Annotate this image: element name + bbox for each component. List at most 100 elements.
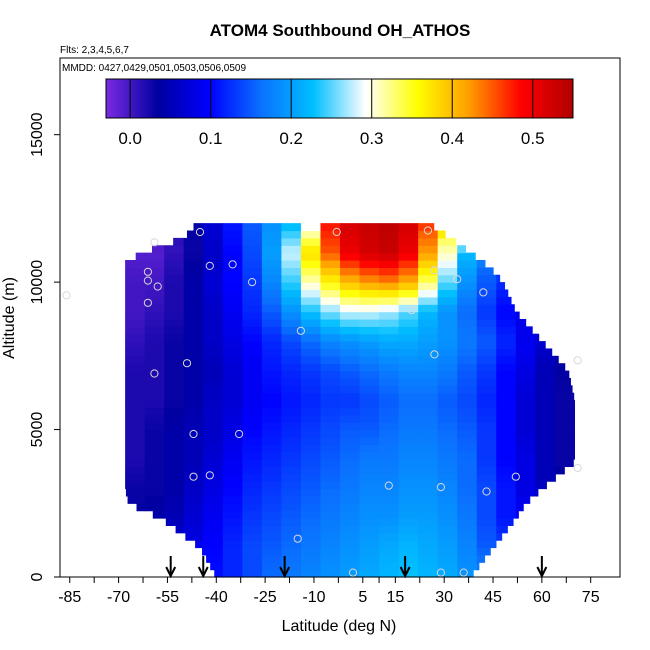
curtain-cell <box>379 414 400 423</box>
curtain-cell <box>164 318 185 327</box>
curtain-cell <box>281 230 302 239</box>
curtain-cell <box>437 385 458 394</box>
curtain-cell <box>144 311 165 320</box>
curtain-cell <box>359 525 380 534</box>
curtain-cell <box>457 525 478 534</box>
curtain-cell <box>222 296 243 305</box>
curtain-cell <box>203 341 224 350</box>
curtain-cell <box>437 274 458 283</box>
curtain-cell <box>144 296 165 305</box>
y-tick-label: 10000 <box>29 260 46 305</box>
curtain-cell <box>261 385 282 394</box>
curtain-cell <box>144 289 165 298</box>
curtain-cell <box>340 311 361 320</box>
measurement-point <box>384 481 393 490</box>
curtain-cell <box>144 333 165 342</box>
curtain-cell <box>164 444 185 453</box>
curtain-cell <box>398 311 419 320</box>
curtain-cell <box>379 436 400 445</box>
curtain-cell <box>300 466 322 475</box>
x-tick-label: 15 <box>386 589 404 606</box>
curtain-cell <box>554 392 575 401</box>
curtain-cell <box>359 436 380 445</box>
curtain-cell <box>281 333 302 342</box>
curtain-cell <box>183 422 204 431</box>
curtain-cell <box>437 311 458 320</box>
curtain-cell <box>379 348 400 357</box>
curtain-cell <box>261 341 282 350</box>
curtain-cell <box>457 503 478 512</box>
curtain-cell <box>261 245 282 254</box>
curtain-cell <box>175 525 185 534</box>
curtain-cell <box>476 377 497 386</box>
x-tick-label: -70 <box>107 589 130 606</box>
curtain-cell <box>359 400 380 409</box>
curtain-cell <box>398 341 419 350</box>
curtain-cell <box>496 274 501 283</box>
measurement-point <box>189 472 198 481</box>
curtain-cell <box>125 296 146 305</box>
curtain-cell <box>281 436 302 445</box>
curtain-cell <box>125 333 146 342</box>
curtain-cell <box>222 304 243 313</box>
curtain-cell <box>437 481 458 490</box>
curtain-cell <box>457 392 478 401</box>
curtain-cell <box>164 341 185 350</box>
curtain-cell <box>359 459 380 468</box>
curtain-cell <box>457 547 478 556</box>
curtain-cell <box>300 326 322 335</box>
curtain-cell <box>340 510 361 519</box>
curtain-cell <box>418 495 439 504</box>
measurement-point <box>293 534 302 543</box>
curtain-cell <box>203 267 224 276</box>
curtain-cell <box>164 466 185 475</box>
curtain-cell <box>281 311 302 320</box>
curtain-cell <box>242 304 263 313</box>
curtain-cell <box>535 400 556 409</box>
curtain-cell <box>515 355 536 364</box>
curtain-cell <box>457 377 478 386</box>
curtain-cell <box>418 318 439 327</box>
curtain-cell <box>242 451 263 460</box>
curtain-cell <box>144 341 165 350</box>
curtain-cell <box>340 355 361 364</box>
curtain-cell <box>418 392 439 401</box>
curtain-cell <box>164 333 185 342</box>
curtain-cell <box>144 355 165 364</box>
curtain-cell <box>496 473 517 482</box>
curtain-cell <box>437 237 457 246</box>
curtain-cell <box>535 370 556 379</box>
curtain-cell <box>222 540 243 549</box>
curtain-cell <box>437 414 458 423</box>
curtain-cell <box>476 341 497 350</box>
curtain-cell <box>300 304 322 313</box>
curtain-cell <box>340 230 361 239</box>
curtain-cell <box>261 282 282 291</box>
curtain-cell <box>379 289 400 298</box>
curtain-cell <box>398 363 419 372</box>
curtain-cell <box>281 429 302 438</box>
curtain-cell <box>418 532 439 541</box>
curtain-cell <box>164 370 185 379</box>
profile-marker-arrowhead <box>165 566 177 579</box>
curtain-cell <box>359 554 380 563</box>
curtain-cell <box>281 451 302 460</box>
curtain-cell <box>379 532 400 541</box>
curtain-cell <box>144 422 165 431</box>
curtain-cell <box>183 318 204 327</box>
measurement-point <box>143 276 152 285</box>
curtain-cell <box>515 503 524 512</box>
curtain-cell <box>183 245 204 254</box>
curtain-cell <box>359 488 380 497</box>
curtain-cell <box>300 503 322 512</box>
measurement-point <box>150 238 159 247</box>
curtain-cell <box>125 459 146 468</box>
curtain-cell <box>125 318 146 327</box>
curtain-cell <box>535 377 556 386</box>
curtain-cell <box>222 333 243 342</box>
curtain-cell <box>320 326 341 335</box>
curtain-cell <box>437 451 458 460</box>
curtain-cell <box>203 370 224 379</box>
curtain-cell <box>320 569 341 578</box>
curtain-cell <box>340 282 361 291</box>
